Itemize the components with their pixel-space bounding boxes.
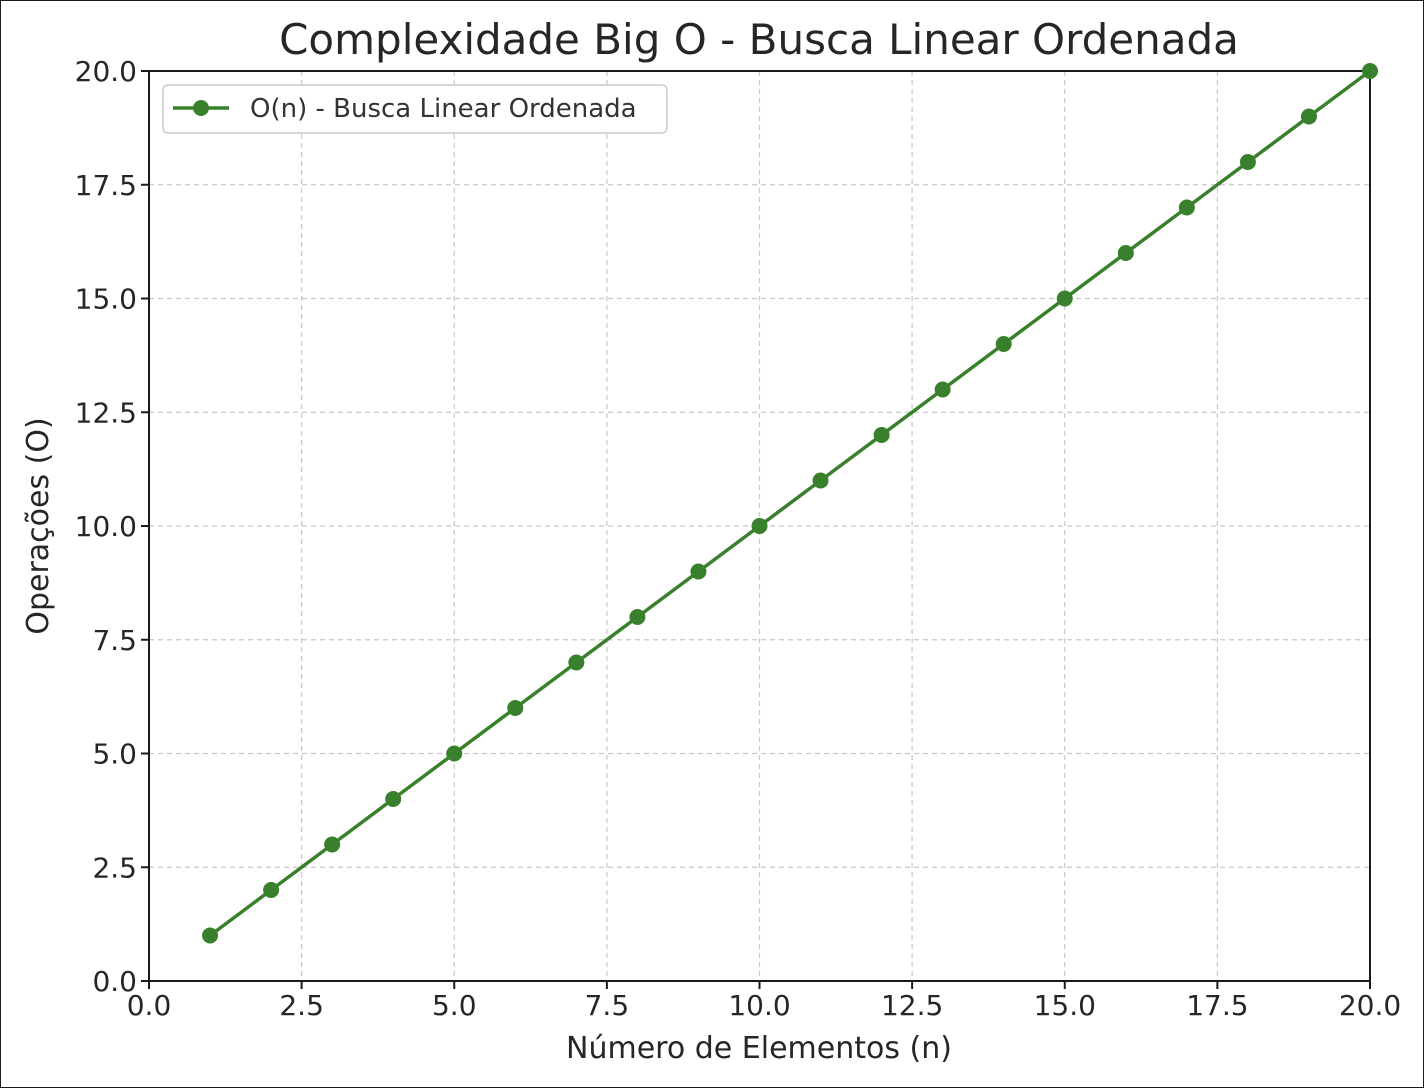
data-point (263, 882, 280, 898)
legend-entry-label: O(n) - Busca Linear Ordenada (250, 94, 637, 124)
data-point (690, 563, 707, 580)
x-tick-label: 12.5 (881, 989, 943, 1022)
y-tick-label: 12.5 (75, 396, 137, 429)
y-tick-label: 15.0 (75, 283, 137, 316)
y-tick-label: 20.0 (75, 55, 137, 88)
data-point (446, 745, 463, 762)
data-point (324, 836, 341, 853)
y-axis-ticks: 0.0 2.5 5.0 7.5 10.0 12.5 15.0 17.5 20.0 (75, 55, 149, 998)
x-tick-label: 2.5 (279, 989, 324, 1022)
x-axis-ticks: 0.0 2.5 5.0 7.5 10.0 12.5 15.0 17.5 20.0 (127, 981, 1401, 1022)
legend-box (162, 84, 668, 134)
data-point (507, 700, 524, 716)
x-tick-label: 15.0 (1034, 989, 1096, 1022)
data-point (568, 654, 585, 671)
x-tick-label: 5.0 (432, 989, 477, 1022)
y-tick-label: 2.5 (92, 851, 137, 884)
x-tick-label: 0.0 (127, 989, 172, 1022)
data-point (1239, 154, 1256, 170)
y-tick-label: 0.0 (92, 965, 137, 998)
x-axis-label: Número de Elementos (n) (566, 1031, 952, 1066)
plot-area-border (148, 70, 1371, 982)
x-tick-label: 17.5 (1186, 989, 1248, 1022)
data-point (1178, 199, 1195, 216)
data-point (1117, 245, 1134, 261)
y-tick-label: 17.5 (75, 169, 137, 202)
data-point (1300, 108, 1317, 125)
data-point (1056, 290, 1073, 307)
x-tick-label: 10.0 (728, 989, 790, 1022)
data-point (202, 927, 219, 944)
data-point (629, 609, 646, 625)
y-tick-label: 5.0 (92, 738, 137, 771)
data-point (934, 381, 951, 398)
data-point (995, 336, 1012, 352)
chart-title: Complexidade Big O - Busca Linear Ordena… (279, 15, 1239, 64)
data-series (202, 63, 1378, 944)
y-axis-label: Operações (O) (21, 417, 56, 634)
series-line (209, 69, 1372, 937)
data-point (751, 518, 768, 534)
data-point (873, 427, 890, 443)
x-tick-label: 7.5 (585, 989, 630, 1022)
data-point (385, 791, 402, 807)
x-tick-label: 20.0 (1339, 989, 1401, 1022)
y-tick-label: 7.5 (92, 624, 137, 657)
legend-marker-swatch (193, 100, 209, 116)
y-tick-label: 10.0 (75, 510, 137, 543)
legend: O(n) - Busca Linear Ordenada (162, 84, 668, 134)
data-point (1362, 63, 1378, 79)
data-point (812, 472, 829, 489)
